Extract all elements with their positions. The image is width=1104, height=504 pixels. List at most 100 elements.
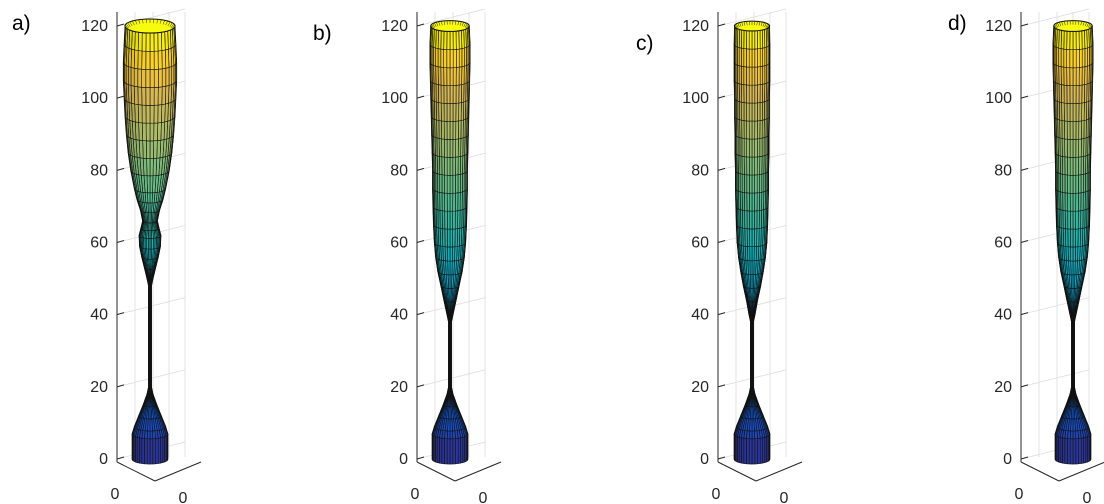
surface-facet [762, 436, 766, 464]
surface-facet [749, 192, 753, 212]
surface-rim-line [1054, 24, 1058, 29]
surface-facet [447, 228, 451, 248]
surface-facet [1072, 85, 1077, 104]
surface-rim-line [127, 22, 131, 27]
surface-facet [1072, 192, 1077, 212]
surface-rim-line [734, 25, 737, 30]
surface-facet [1078, 120, 1082, 140]
z-tick [717, 384, 726, 388]
panel-a: a) 0 20 40 60 80 100 120 0 0 [12, 8, 202, 504]
surface-facet [157, 86, 163, 106]
surface-rim-line [132, 20, 135, 26]
surface-facet [1075, 438, 1079, 465]
surface-facet [440, 48, 445, 68]
surface-rim-line [1078, 20, 1080, 25]
surface-facet [751, 438, 756, 465]
surface-facet [1075, 138, 1080, 158]
surface-facet [1078, 138, 1082, 158]
surface-rim-line [739, 22, 742, 27]
z-tick [717, 312, 726, 316]
surface-rim-line [1086, 22, 1089, 27]
surface-facet [452, 174, 456, 194]
surface-facet [746, 438, 750, 465]
surface-facet [751, 192, 755, 212]
surface-facet [449, 49, 454, 69]
surface-rim-line [1055, 23, 1059, 28]
surface-facet [1083, 436, 1087, 464]
surface-facet [1067, 438, 1071, 465]
surface-facet [1069, 139, 1074, 158]
surface-facet [449, 157, 454, 176]
surface-facet [1059, 436, 1063, 464]
surface-facet [153, 140, 158, 159]
surface-facet [157, 31, 163, 52]
surface-facet [1075, 120, 1080, 140]
surface-rim-line [430, 25, 434, 31]
surface-facet [455, 138, 459, 158]
surface-rim-line [758, 21, 761, 26]
surface-facet [751, 430, 756, 440]
surface-facet [452, 85, 457, 104]
surface-facet [754, 30, 758, 50]
surface-facet [430, 116, 432, 136]
surface-facet [429, 62, 431, 82]
surface-facet [446, 49, 451, 69]
surface-facet [137, 68, 142, 88]
surface-facet [452, 228, 456, 248]
surface-facet [741, 173, 745, 193]
surface-facet [738, 436, 742, 464]
surface-facet [449, 438, 454, 465]
surface-facet [748, 66, 753, 86]
surface-facet [1066, 67, 1071, 86]
surface-facet [141, 104, 147, 124]
surface-facet [455, 174, 459, 194]
surface-rim-line [766, 24, 769, 29]
x-axis-line [116, 461, 156, 482]
surface-facet [1066, 120, 1071, 140]
surface-rim-line [432, 23, 436, 28]
surface-facet [1072, 121, 1077, 140]
surface-rim-line [760, 21, 763, 27]
z-tick [416, 167, 425, 171]
x-tick-label: 0 [411, 486, 420, 503]
surface-facet [1081, 48, 1086, 68]
surface-facet [145, 32, 151, 52]
surface-rim-line [170, 23, 175, 28]
surface-rim-line [438, 21, 441, 26]
surface-rim-line [169, 22, 173, 27]
surface-facet [754, 210, 758, 230]
surface-facet [741, 65, 745, 85]
y-tick-label: 0 [780, 490, 789, 504]
z-tick [717, 23, 726, 27]
z-tick-label: 100 [985, 90, 1012, 107]
surface-facet [449, 31, 454, 51]
surface-facet [443, 49, 448, 69]
surface-facet [449, 192, 454, 212]
surface-facet [444, 192, 448, 212]
surface-rim-line [138, 19, 141, 24]
surface-facet [446, 210, 451, 230]
panel-label: d) [948, 12, 967, 35]
surface-facet [759, 137, 763, 157]
surface-facet [145, 104, 151, 124]
surface-facet [1069, 192, 1074, 212]
surface-facet [1069, 49, 1074, 69]
surface-facet [153, 32, 159, 52]
surface-facet [751, 174, 755, 194]
surface-facet [149, 202, 153, 213]
surface-facet [149, 122, 155, 142]
surface-facet [452, 192, 456, 212]
surface-facet [459, 173, 463, 193]
surface-facet [748, 438, 753, 465]
surface-facet [446, 103, 451, 122]
grid-line [416, 8, 486, 27]
surface-facet [145, 87, 151, 106]
z-tick [116, 240, 125, 243]
surface-facet [449, 67, 454, 87]
surface-facet [449, 228, 453, 248]
surface-facet [1072, 103, 1077, 122]
surface-facet [751, 102, 756, 122]
surface-facet [149, 418, 153, 432]
surface-facet [145, 50, 151, 70]
surface-facet [748, 30, 753, 50]
